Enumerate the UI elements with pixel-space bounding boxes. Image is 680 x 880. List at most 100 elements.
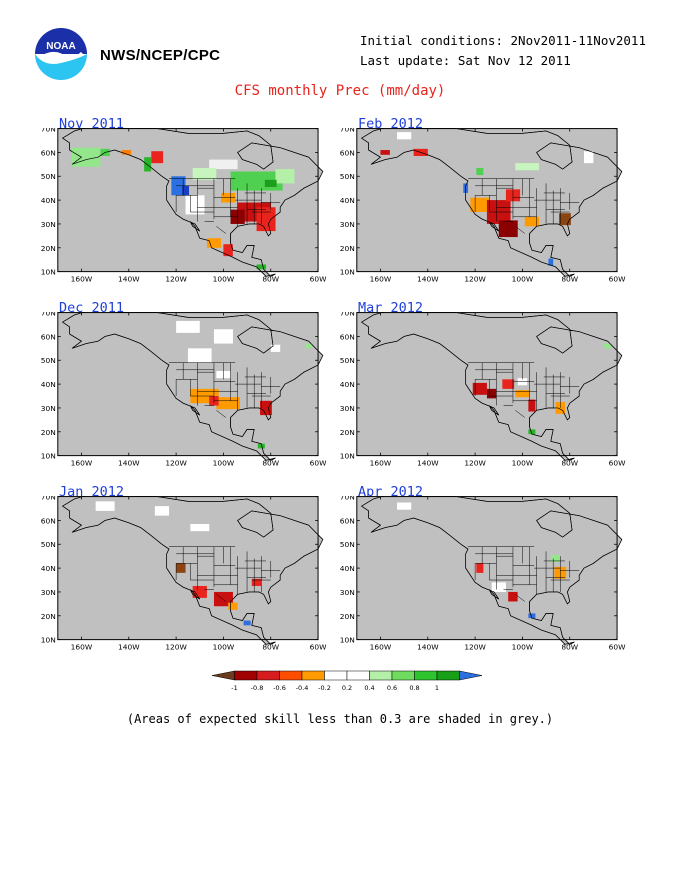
skill-area — [380, 150, 390, 155]
lon-tick-label: 100W — [512, 459, 534, 468]
state-borders — [467, 546, 580, 602]
colorbar-label: -0.8 — [251, 684, 264, 692]
skill-area — [213, 591, 233, 607]
lat-tick-label: 70N — [41, 312, 56, 318]
lat-tick-label: 50N — [340, 356, 355, 365]
lon-tick-label: 80W — [262, 459, 279, 468]
skill-area — [528, 429, 536, 435]
colorbar-swatch — [436, 670, 460, 681]
lat-tick-label: 50N — [340, 172, 355, 181]
skill-area — [176, 563, 186, 573]
skill-area — [187, 348, 212, 363]
skill-area — [121, 150, 132, 155]
lat-tick-label: 40N — [41, 564, 56, 573]
lat-tick-label: 60N — [340, 516, 355, 525]
lat-tick-label: 40N — [41, 380, 56, 389]
skill-area — [548, 258, 554, 266]
lon-tick-label: 80W — [561, 459, 578, 468]
lat-tick-label: 30N — [340, 588, 355, 597]
lat-tick-label: 50N — [41, 172, 56, 181]
lon-tick-label: 160W — [370, 275, 392, 284]
lon-tick-label: 100W — [213, 643, 235, 652]
colorbar-swatch — [256, 670, 280, 681]
skill-area — [176, 320, 200, 333]
skill-area — [251, 578, 262, 586]
lon-tick-label: 140W — [118, 643, 140, 652]
colorbar-swatch — [211, 670, 235, 681]
lat-tick-label: 20N — [340, 612, 355, 621]
skill-area — [550, 554, 561, 563]
skill-area — [95, 501, 115, 511]
colorbar-swatch — [369, 670, 393, 681]
state-borders — [467, 362, 580, 418]
skill-area — [144, 157, 152, 172]
lon-tick-label: 60W — [310, 275, 327, 284]
skill-area — [154, 506, 170, 516]
skill-area — [528, 613, 536, 619]
lon-tick-label: 160W — [370, 459, 392, 468]
lon-tick-label: 80W — [561, 275, 578, 284]
skill-area — [470, 197, 490, 213]
lat-tick-label: 30N — [41, 588, 56, 597]
map-canvas: 70N 60N 50N 40N 30N 20N 10N 160W 140W 120W 100W 80W… — [340, 496, 626, 652]
colorbar-label: 0.8 — [409, 684, 419, 692]
skill-area — [256, 207, 276, 232]
lat-tick-label: 60N — [340, 148, 355, 157]
state-borders — [467, 178, 580, 234]
skill-area — [185, 195, 205, 215]
lon-tick-label: 160W — [71, 643, 93, 652]
map-panel: Mar 2012 70N 60N 50N 40N 30N 20N 10N 160W 140W 120… — [327, 300, 629, 487]
lon-tick-label: 160W — [370, 643, 392, 652]
map-panel: Jan 2012 70N 60N 50N 40N 30N 20N 10N 160W 140W 120… — [28, 484, 330, 671]
lat-tick-label: 20N — [41, 244, 56, 253]
lat-tick-label: 70N — [41, 128, 56, 134]
skill-area — [181, 185, 190, 196]
lat-tick-label: 70N — [340, 128, 355, 134]
lat-tick-label: 20N — [340, 428, 355, 437]
skill-area — [305, 343, 313, 349]
lon-tick-label: 60W — [310, 643, 327, 652]
lon-tick-label: 60W — [609, 459, 626, 468]
lon-tick-label: 80W — [262, 275, 279, 284]
lon-tick-label: 140W — [417, 275, 439, 284]
lon-tick-label: 120W — [165, 459, 187, 468]
lat-tick-label: 10N — [340, 452, 355, 461]
lat-tick-label: 30N — [340, 220, 355, 229]
lon-tick-label: 80W — [262, 643, 279, 652]
map-canvas: 70N 60N 50N 40N 30N 20N 10N 160W 140W 120W 100W 80W… — [340, 128, 626, 284]
footnote: (Areas of expected skill less than 0.3 a… — [126, 712, 554, 726]
skill-area — [515, 163, 539, 171]
lon-tick-label: 100W — [512, 275, 534, 284]
skill-area — [502, 379, 515, 389]
map-canvas: 70N 60N 50N 40N 30N 20N 10N 160W 140W 120W 100W 80W… — [41, 312, 327, 468]
lon-tick-label: 120W — [165, 275, 187, 284]
skill-area — [528, 399, 536, 412]
lat-tick-label: 70N — [41, 496, 56, 502]
skill-area — [275, 169, 295, 184]
lat-tick-label: 70N — [340, 312, 355, 318]
skill-area — [476, 167, 484, 176]
colorbar-swatch — [234, 670, 258, 681]
logo-text: NOAA — [46, 41, 75, 52]
org-name: NWS/NCEP/CPC — [100, 47, 221, 64]
noaa-logo: NOAA — [35, 28, 87, 80]
colorbar-swatch — [346, 670, 370, 681]
lon-tick-label: 60W — [609, 643, 626, 652]
map-panel: Nov 2011 70N 60N 50N 40N 30N 20N 10N 160W 140W 120… — [28, 116, 330, 303]
lat-tick-label: 60N — [340, 332, 355, 341]
skill-area — [472, 382, 487, 395]
skill-area — [491, 582, 506, 592]
map-panel: Dec 2011 70N 60N 50N 40N 30N 20N 10N 160W 140W 120… — [28, 300, 330, 487]
state-borders — [168, 178, 281, 234]
skill-area — [223, 244, 233, 257]
skill-area — [256, 264, 267, 270]
lat-tick-label: 30N — [41, 220, 56, 229]
colorbar-swatch — [301, 670, 325, 681]
lon-tick-label: 140W — [118, 275, 140, 284]
map-canvas: 70N 60N 50N 40N 30N 20N 10N 160W 140W 120W 100W 80W… — [41, 128, 327, 284]
skill-area — [397, 132, 412, 140]
skill-area — [228, 602, 238, 610]
lon-tick-label: 80W — [561, 643, 578, 652]
lat-tick-label: 10N — [41, 636, 56, 645]
skill-area — [486, 388, 497, 399]
